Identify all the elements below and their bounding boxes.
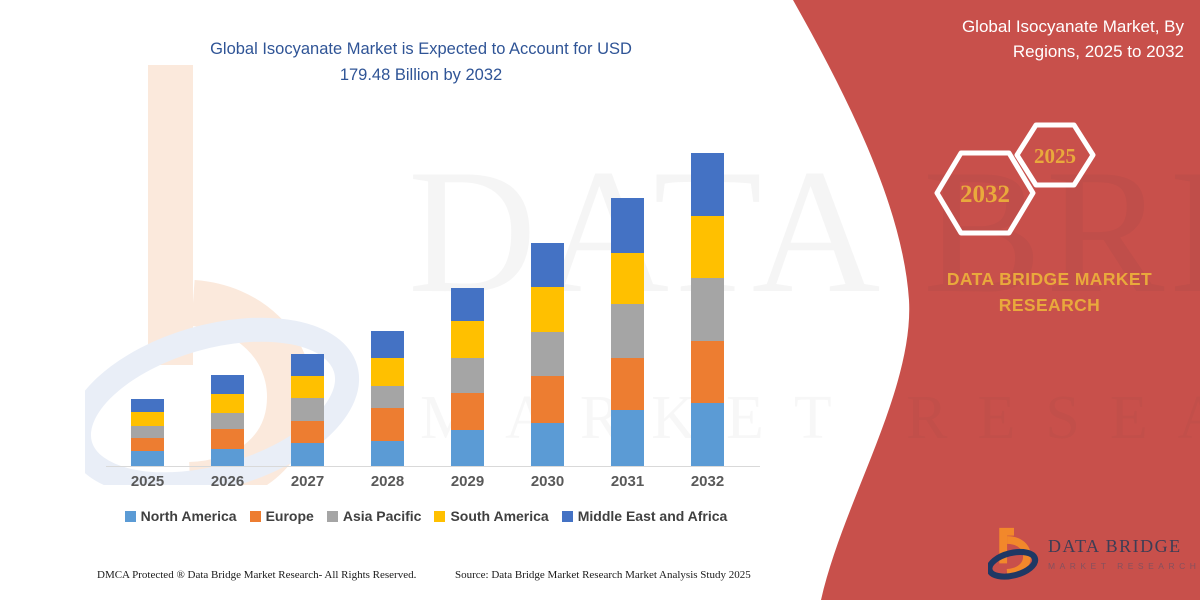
bar-segment-asia-pacific-2028 xyxy=(371,386,404,409)
bar-segment-asia-pacific-2025 xyxy=(131,425,164,438)
bar-segment-europe-2031 xyxy=(611,358,644,411)
legend-swatch-north-america xyxy=(124,510,136,522)
hexagon-2032 xyxy=(934,150,1036,236)
source-note: Source: Data Bridge Market Research Mark… xyxy=(455,569,751,581)
side-panel-title: Global Isocyanate Market, By Regions, 20… xyxy=(884,14,1184,64)
bar-segment-asia-pacific-2031 xyxy=(611,304,644,359)
x-axis-label-2027: 2027 xyxy=(290,473,325,490)
bar-segment-europe-2026 xyxy=(211,429,244,450)
databridge-logo-subtitle: MARKET RESEARCH xyxy=(1048,560,1200,571)
bar-2031 xyxy=(611,198,644,466)
bar-segment-europe-2029 xyxy=(451,392,484,430)
bar-segment-south-america-2025 xyxy=(131,412,164,426)
brand-text-line1: DATA BRIDGE MARKET xyxy=(946,269,1153,289)
bar-segment-south-america-2027 xyxy=(291,376,324,398)
brand-text-line2: RESEARCH xyxy=(998,295,1101,315)
legend-label-europe: Europe xyxy=(265,508,314,524)
bar-segment-asia-pacific-2027 xyxy=(291,397,324,421)
bar-segment-north-america-2027 xyxy=(291,442,324,466)
side-panel-title-line1: Global Isocyanate Market, By xyxy=(961,17,1184,36)
hexagon-2025-label: 2025 xyxy=(1034,144,1076,168)
bar-segment-europe-2027 xyxy=(291,420,324,443)
legend-swatch-south-america xyxy=(434,510,446,522)
legend-swatch-asia-pacific xyxy=(326,510,338,522)
hexagon-2032-label: 2032 xyxy=(960,181,1010,208)
bar-segment-middle-east-and-africa-2028 xyxy=(371,330,404,359)
bar-segment-south-america-2032 xyxy=(691,215,724,278)
chart-title: Global Isocyanate Market is Expected to … xyxy=(128,36,714,88)
bar-segment-north-america-2025 xyxy=(131,450,164,466)
brand-text: DATA BRIDGE MARKET RESEARCH xyxy=(922,266,1177,318)
bar-segment-north-america-2031 xyxy=(611,410,644,466)
x-axis-label-2028: 2028 xyxy=(370,473,405,490)
bar-segment-north-america-2026 xyxy=(211,449,244,466)
bar-segment-asia-pacific-2026 xyxy=(211,413,244,430)
x-axis-label-2032: 2032 xyxy=(690,473,725,490)
bar-segment-north-america-2030 xyxy=(531,422,564,466)
x-axis-label-2031: 2031 xyxy=(610,473,645,490)
bar-segment-south-america-2028 xyxy=(371,358,404,387)
bar-segment-asia-pacific-2030 xyxy=(531,331,564,376)
bar-2029 xyxy=(451,287,484,466)
legend-item-north-america: North America xyxy=(124,508,237,524)
databridge-logo: DATA BRIDGE MARKET RESEARCH xyxy=(988,524,1200,582)
bar-segment-south-america-2030 xyxy=(531,286,564,332)
bar-2025 xyxy=(131,398,164,466)
bar-segment-europe-2032 xyxy=(691,340,724,404)
bar-segment-middle-east-and-africa-2026 xyxy=(211,375,244,394)
x-axis-label-2030: 2030 xyxy=(530,473,565,490)
databridge-watermark-logo xyxy=(85,65,360,485)
bar-segment-middle-east-and-africa-2031 xyxy=(611,198,644,253)
bar-segment-south-america-2026 xyxy=(211,393,244,414)
bar-segment-north-america-2029 xyxy=(451,429,484,466)
legend-item-south-america: South America xyxy=(434,508,549,524)
bar-segment-south-america-2031 xyxy=(611,252,644,305)
bar-2032 xyxy=(691,153,724,466)
bar-2026 xyxy=(211,375,244,466)
hexagon-2025 xyxy=(1014,122,1096,188)
bar-segment-asia-pacific-2029 xyxy=(451,358,484,393)
legend-label-middle-east-and-africa: Middle East and Africa xyxy=(577,508,728,524)
bar-2028 xyxy=(371,330,404,466)
bar-segment-europe-2025 xyxy=(131,437,164,451)
legend-swatch-europe xyxy=(249,510,261,522)
x-axis-label-2029: 2029 xyxy=(450,473,485,490)
bar-segment-middle-east-and-africa-2027 xyxy=(291,354,324,377)
bar-segment-south-america-2029 xyxy=(451,321,484,359)
bar-segment-middle-east-and-africa-2030 xyxy=(531,243,564,287)
legend-label-south-america: South America xyxy=(450,508,549,524)
legend-label-north-america: North America xyxy=(140,508,237,524)
chart-legend: North America Europe Asia Pacific South Ame… xyxy=(95,508,757,524)
databridge-logo-text: DATA BRIDGE MARKET RESEARCH xyxy=(1048,536,1200,571)
bar-segment-middle-east-and-africa-2032 xyxy=(691,153,724,216)
legend-swatch-middle-east-and-africa xyxy=(561,510,573,522)
dmca-notice: DMCA Protected ® Data Bridge Market Rese… xyxy=(97,569,417,581)
x-axis-label-2026: 2026 xyxy=(210,473,245,490)
side-panel-title-line2: Regions, 2025 to 2032 xyxy=(1012,42,1184,61)
legend-item-asia-pacific: Asia Pacific xyxy=(326,508,422,524)
x-axis-label-2025: 2025 xyxy=(130,473,165,490)
x-axis-line xyxy=(106,466,760,467)
bar-segment-asia-pacific-2032 xyxy=(691,277,724,341)
bar-segment-north-america-2032 xyxy=(691,403,724,466)
bar-segment-europe-2030 xyxy=(531,375,564,423)
bar-2030 xyxy=(531,243,564,466)
legend-item-europe: Europe xyxy=(249,508,314,524)
bar-2027 xyxy=(291,354,324,466)
chart-title-line2: 179.48 Billion by 2032 xyxy=(339,66,503,84)
bar-segment-europe-2028 xyxy=(371,408,404,441)
chart-title-line1: Global Isocyanate Market is Expected to … xyxy=(210,40,632,58)
bar-segment-middle-east-and-africa-2025 xyxy=(131,398,164,413)
bar-segment-middle-east-and-africa-2029 xyxy=(451,287,484,322)
legend-item-middle-east-and-africa: Middle East and Africa xyxy=(561,508,728,524)
bar-segment-north-america-2028 xyxy=(371,440,404,466)
databridge-logo-title: DATA BRIDGE xyxy=(1048,535,1182,556)
legend-label-asia-pacific: Asia Pacific xyxy=(342,508,422,524)
databridge-logo-icon xyxy=(988,527,1039,580)
